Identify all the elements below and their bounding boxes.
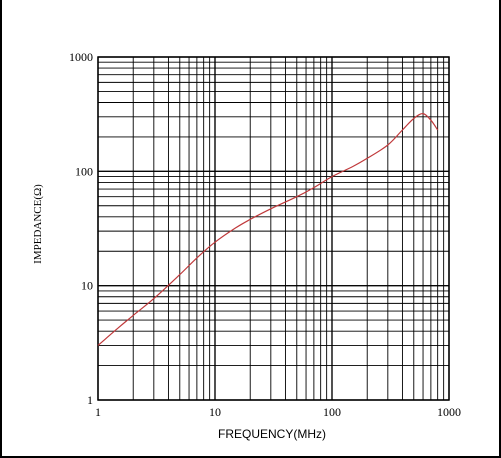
y-tick-label: 100 [75, 164, 93, 178]
x-axis-title: FREQUENCY(MHz) [218, 427, 326, 441]
x-tick-label: 1 [95, 405, 101, 419]
plot-border [97, 56, 450, 401]
x-tick-labels: 1 10 100 1000 [95, 405, 461, 419]
y-tick-label: 1 [87, 393, 93, 407]
y-tick-label: 1000 [69, 50, 93, 64]
x-tick-label: 10 [209, 405, 221, 419]
x-tick-label: 100 [323, 405, 341, 419]
y-tick-label: 10 [81, 279, 93, 293]
y-tick-labels: 1 10 100 1000 [69, 50, 93, 407]
grid-lines [97, 56, 450, 401]
impedance-curve [97, 112, 439, 346]
y-axis-title: IMPEDANCE(Ω) [32, 184, 44, 264]
x-tick-label: 1000 [437, 405, 461, 419]
